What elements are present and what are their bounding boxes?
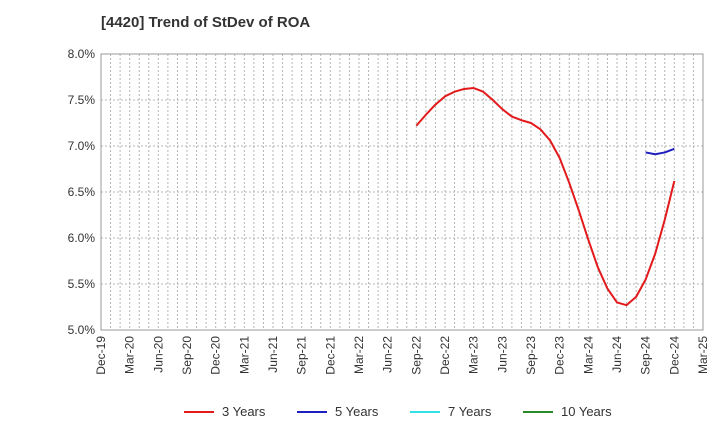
x-tick-label: Mar-24 xyxy=(581,336,595,374)
legend-label: 7 Years xyxy=(448,404,492,419)
legend-item: 7 Years xyxy=(410,404,491,419)
x-tick-label: Sep-23 xyxy=(524,336,538,375)
legend-swatch xyxy=(184,410,214,413)
x-tick-label: Mar-22 xyxy=(352,336,366,374)
y-tick-label: 7.5% xyxy=(68,93,96,107)
x-tick-label: Dec-19 xyxy=(94,336,108,375)
y-tick-label: 8.0% xyxy=(68,47,96,61)
x-tick-label: Jun-21 xyxy=(266,336,280,373)
legend-swatch xyxy=(523,410,553,413)
y-tick-label: 5.5% xyxy=(68,277,96,291)
x-tick-label: Jun-23 xyxy=(495,336,509,373)
x-tick-label: Jun-20 xyxy=(151,336,165,373)
x-tick-label: Sep-22 xyxy=(409,336,423,375)
series-layer xyxy=(415,87,676,307)
legend-item: 10 Years xyxy=(523,404,612,419)
y-axis-ticks: 5.0% 5.5% 6.0% 6.5% 7.0% 7.5% 8.0% xyxy=(68,47,96,337)
x-tick-label: Dec-21 xyxy=(323,336,337,375)
x-axis-ticks: Dec-19 Mar-20 Jun-20 Sep-20 Dec-20 Mar-21 Jun-… xyxy=(94,336,710,375)
x-tick-label: Jun-22 xyxy=(381,336,395,373)
legend: 3 Years 5 Years 7 Years 10 Years xyxy=(0,404,720,426)
y-tick-label: 5.0% xyxy=(68,323,96,337)
x-tick-label: Mar-23 xyxy=(467,336,481,374)
y-tick-label: 7.0% xyxy=(68,139,96,153)
chart-title: [4420] Trend of StDev of ROA xyxy=(101,14,311,31)
legend-label: 10 Years xyxy=(561,404,612,419)
legend-item: 5 Years xyxy=(297,404,378,419)
plot-frame xyxy=(100,53,704,331)
x-tick-label: Dec-24 xyxy=(667,336,681,375)
x-tick-label: Dec-20 xyxy=(209,336,223,375)
x-tick-label: Sep-24 xyxy=(639,336,653,375)
x-tick-label: Dec-22 xyxy=(438,336,452,375)
series-line-2 xyxy=(645,147,675,156)
legend-label: 3 Years xyxy=(222,404,266,419)
y-tick-label: 6.0% xyxy=(68,231,96,245)
legend-swatch xyxy=(297,410,327,413)
grid-layer xyxy=(101,54,703,330)
x-tick-label: Mar-21 xyxy=(237,336,251,374)
y-tick-label: 6.5% xyxy=(68,185,96,199)
x-tick-label: Dec-23 xyxy=(553,336,567,375)
series-line-1 xyxy=(415,87,676,307)
x-tick-label: Mar-25 xyxy=(696,336,710,374)
x-tick-label: Sep-21 xyxy=(295,336,309,375)
x-tick-label: Sep-20 xyxy=(180,336,194,375)
legend-item: 3 Years xyxy=(184,404,265,419)
x-tick-label: Mar-20 xyxy=(123,336,137,374)
legend-label: 5 Years xyxy=(335,404,379,419)
x-tick-label: Jun-24 xyxy=(610,336,624,373)
legend-swatch xyxy=(410,410,440,413)
